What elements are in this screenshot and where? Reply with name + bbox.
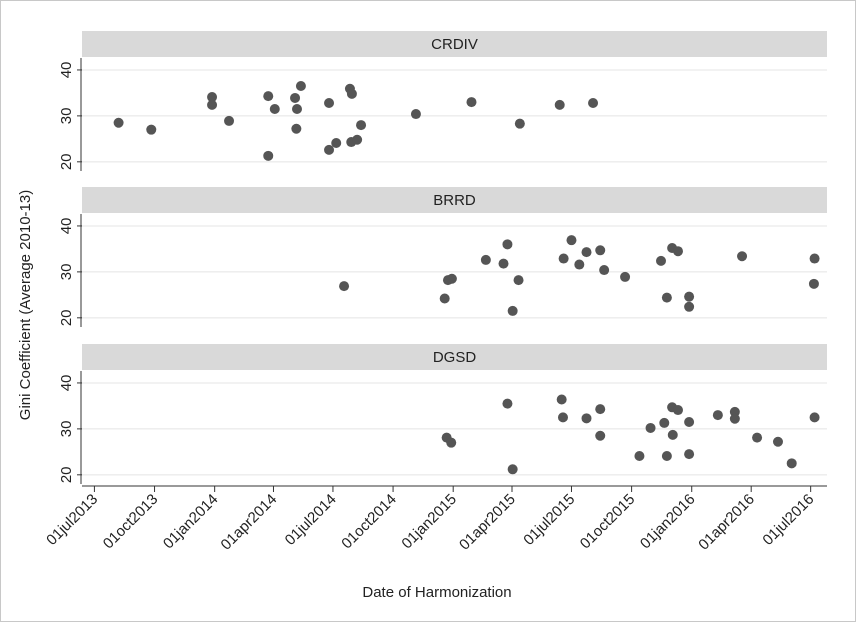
point [581,413,592,424]
point [263,150,274,161]
point [554,99,565,110]
point [659,417,670,428]
y-tick-label: 40 [58,218,75,235]
point [324,98,335,109]
point [446,437,457,448]
point [291,123,302,134]
point [661,292,672,303]
point [752,432,763,443]
point [356,120,367,131]
point [352,134,363,145]
point [667,429,678,440]
point [446,273,457,284]
x-axis-title: Date of Harmonization [362,584,511,601]
point [502,239,513,250]
point [339,281,350,292]
y-tick-label: 20 [58,153,75,170]
panel-title: CRDIV [431,36,478,53]
y-tick-label: 30 [58,421,75,438]
point [295,81,306,92]
y-tick-label: 40 [58,62,75,79]
point [581,247,592,258]
point [595,404,606,415]
point [808,278,819,289]
point [634,450,645,461]
point [712,410,723,421]
y-axis-title: Gini Coefficient (Average 2010-13) [17,190,34,420]
point [595,245,606,256]
point [410,109,421,120]
plot-area [82,371,827,484]
point [684,291,695,302]
point [439,293,450,304]
point [331,137,342,148]
point [498,258,509,269]
point [656,255,667,266]
point [346,88,357,99]
point [207,99,218,110]
point [263,91,274,102]
point [729,406,740,417]
point [772,436,783,447]
point [207,92,218,103]
point [684,416,695,427]
y-tick-label: 30 [58,108,75,125]
point [673,405,683,416]
panel-title: DGSD [433,349,477,366]
point [502,398,513,409]
panel-header [82,31,827,57]
point [146,124,157,135]
point [507,464,518,475]
point [620,271,631,282]
point [557,412,568,423]
y-tick-label: 20 [58,309,75,326]
point [673,246,683,257]
point [599,265,610,276]
point [558,253,569,264]
panel-header [82,344,827,370]
point [645,422,656,433]
point [113,117,124,128]
plot-area [82,214,827,327]
point [684,301,695,312]
point [574,259,585,270]
point [513,275,524,286]
point [224,115,235,126]
point [684,449,695,460]
point [290,92,301,103]
point [466,97,477,108]
point [809,412,820,423]
panel-title: BRRD [433,192,476,209]
point [292,103,303,114]
y-tick-label: 20 [58,466,75,483]
plot-area [82,58,827,171]
point [737,251,748,262]
y-tick-label: 30 [58,264,75,281]
point [809,253,820,264]
point [588,98,599,109]
point [480,254,491,265]
point [514,118,525,129]
point [269,103,280,114]
point [507,305,518,316]
point [729,413,740,424]
point [786,458,797,469]
point [661,450,672,461]
panel-header [82,187,827,213]
point [566,235,577,246]
point [556,394,567,405]
y-tick-label: 40 [58,375,75,392]
point [324,144,335,155]
point [595,430,606,441]
